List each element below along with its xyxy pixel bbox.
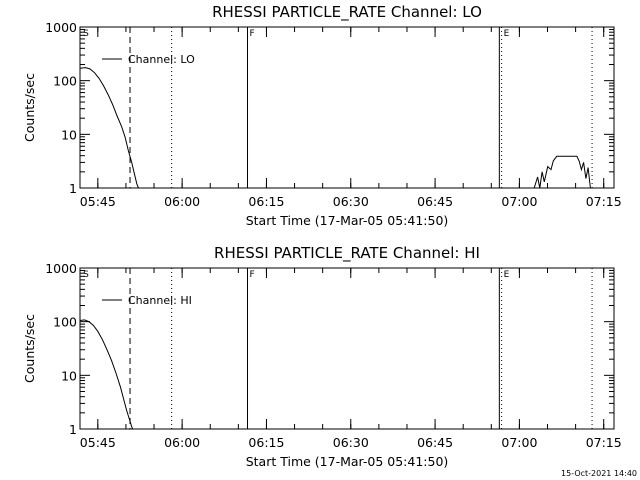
x-tick-label: 07:00 xyxy=(501,194,537,209)
event-marker-label: S xyxy=(83,29,89,39)
x-tick-label: 06:15 xyxy=(248,435,284,450)
plot-frame xyxy=(79,26,615,189)
event-marker-label: S xyxy=(83,270,89,280)
x-tick-label: 06:30 xyxy=(333,435,369,450)
legend-label: Channel: LO xyxy=(128,53,195,66)
event-marker-label: F xyxy=(250,270,255,280)
x-tick-label: 05:45 xyxy=(80,435,116,450)
x-axis-label: Start Time (17-Mar-05 05:41:50) xyxy=(246,454,449,469)
plot-frame xyxy=(79,267,615,430)
data-line-series xyxy=(79,67,139,189)
x-tick-label: 07:15 xyxy=(586,435,622,450)
event-marker-label: F xyxy=(250,29,255,39)
x-tick-label: 06:15 xyxy=(248,194,284,209)
y-axis-label: Counts/sec xyxy=(22,73,37,142)
y-tick-label: 10 xyxy=(61,127,77,142)
y-tick-label: 1 xyxy=(69,181,77,196)
x-tick-label: 06:45 xyxy=(417,435,453,450)
event-marker-label: E xyxy=(504,29,510,39)
y-tick-label: 1 xyxy=(69,422,77,437)
data-line-series xyxy=(79,319,134,430)
chart-title: RHESSI PARTICLE_RATE Channel: HI xyxy=(214,244,480,263)
y-tick-label: 10 xyxy=(61,368,77,383)
x-tick-label: 05:45 xyxy=(80,194,116,209)
x-tick-label: 06:45 xyxy=(417,194,453,209)
data-line-series xyxy=(533,155,591,189)
x-tick-label: 06:30 xyxy=(333,194,369,209)
x-tick-label: 06:00 xyxy=(164,194,200,209)
x-tick-label: 07:00 xyxy=(501,435,537,450)
chart-panel-lo: RHESSI PARTICLE_RATE Channel: LO 05:45 06:… xyxy=(22,3,622,228)
x-axis-label: Start Time (17-Mar-05 05:41:50) xyxy=(246,213,449,228)
x-tick-label: 07:15 xyxy=(586,194,622,209)
legend-label: Channel: HI xyxy=(128,294,192,307)
chart-panel-hi: RHESSI PARTICLE_RATE Channel: HI 05:45 06:… xyxy=(22,244,622,469)
y-tick-label: 100 xyxy=(53,315,77,330)
event-marker-label: E xyxy=(504,270,510,280)
chart-title: RHESSI PARTICLE_RATE Channel: LO xyxy=(212,3,482,22)
x-tick-label: 06:00 xyxy=(164,435,200,450)
y-tick-label: 1000 xyxy=(45,20,77,35)
y-tick-label: 100 xyxy=(53,74,77,89)
y-axis-label: Counts/sec xyxy=(22,314,37,383)
generation-timestamp: 15-Oct-2021 14:40 xyxy=(561,469,637,478)
y-tick-label: 1000 xyxy=(45,261,77,276)
